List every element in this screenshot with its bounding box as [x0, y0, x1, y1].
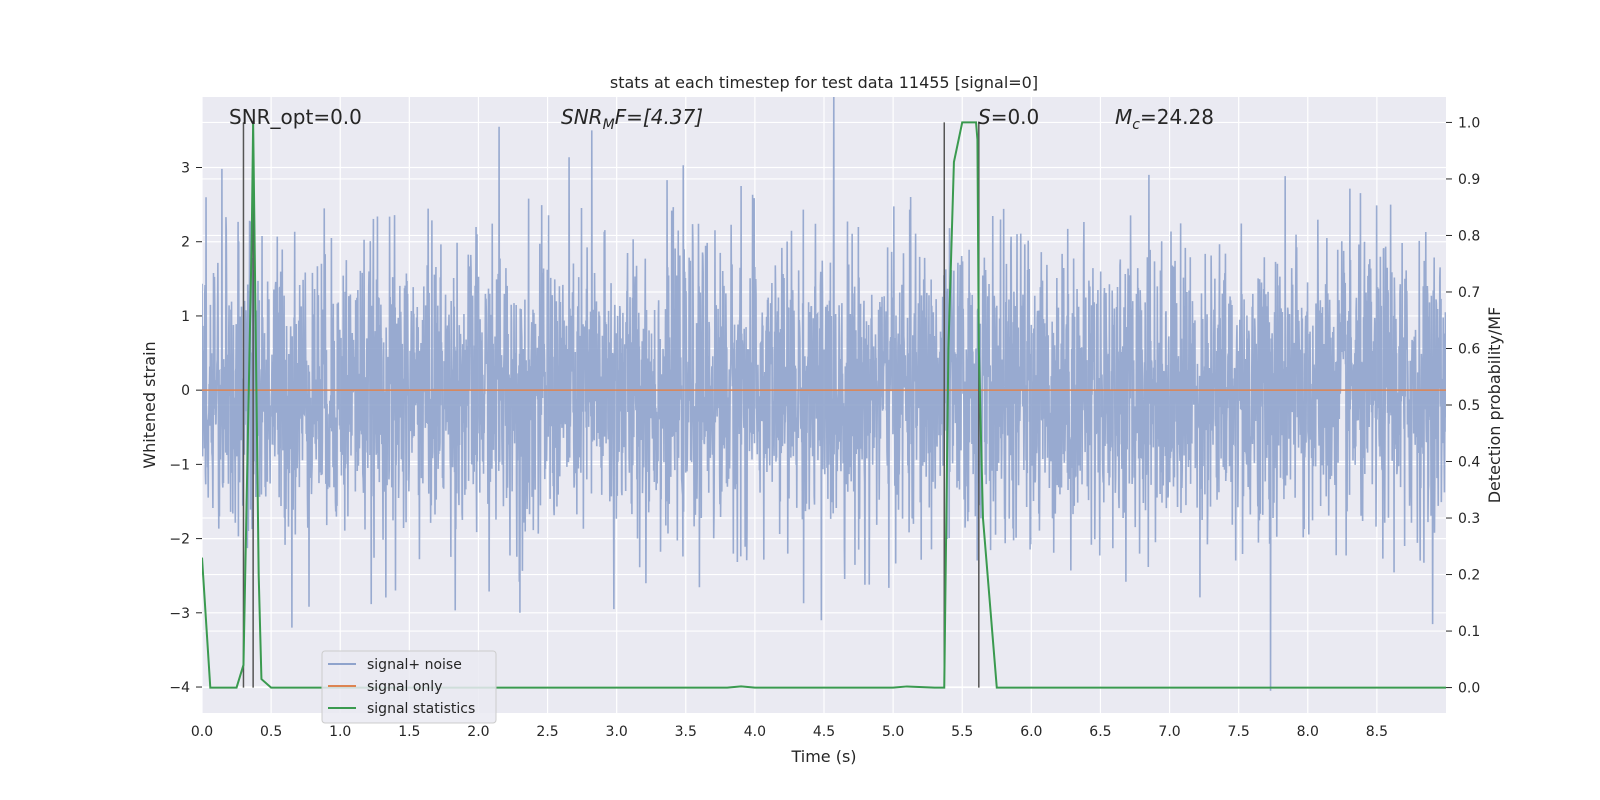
- x-tick-label: 0.0: [191, 724, 213, 740]
- y-left-tick-label: 2: [181, 235, 190, 251]
- y-right-tick-label: 0.4: [1458, 455, 1480, 471]
- legend-label-noise: signal+ noise: [367, 657, 462, 673]
- y-left-tick-label: −2: [169, 532, 190, 548]
- x-tick-label: 6.5: [1089, 724, 1111, 740]
- x-tick-label: 7.5: [1228, 724, 1250, 740]
- series-signal-plus-noise: [202, 97, 1446, 691]
- annotation-mc: Mc=24.28: [1115, 105, 1214, 133]
- y-right-tick-label: 1.0: [1458, 115, 1480, 131]
- y-right-tick-label: 0.8: [1458, 228, 1480, 244]
- y-left-tick-label: 1: [181, 309, 190, 325]
- x-tick-label: 2.0: [467, 724, 489, 740]
- x-tick-label: 0.5: [260, 724, 282, 740]
- y-right-tick-label: 0.9: [1458, 172, 1480, 188]
- y-right-axis-label: Detection probability/MF: [1485, 307, 1504, 504]
- legend-label-signal: signal only: [367, 679, 442, 695]
- x-tick-label: 3.5: [675, 724, 697, 740]
- y-right-tick-label: 0.6: [1458, 341, 1480, 357]
- y-right-tick-label: 0.3: [1458, 511, 1480, 527]
- y-left-axis-label: Whitened strain: [140, 341, 159, 468]
- legend-box: [321, 650, 497, 724]
- y-right-tick-label: 0.2: [1458, 568, 1480, 584]
- y-left-axis-ticks: 3 2 1 0 −1 −2 −3 −4: [169, 161, 202, 696]
- legend-label-stats: signal statistics: [367, 701, 475, 717]
- annotation-s: S=0.0: [978, 105, 1039, 129]
- y-right-axis-ticks: 1.0 0.9 0.8 0.7 0.6 0.5 0.4 0.3 0.2 0.1 0.0: [1446, 115, 1480, 697]
- x-tick-label: 4.5: [813, 724, 835, 740]
- x-tick-label: 5.0: [882, 724, 904, 740]
- x-tick-label: 1.5: [398, 724, 420, 740]
- stats-line: [202, 121, 1446, 689]
- y-left-tick-label: −3: [169, 606, 190, 622]
- y-right-tick-label: 0.0: [1458, 681, 1480, 697]
- series-signal-statistics: [202, 121, 1446, 689]
- y-left-tick-label: 3: [181, 161, 190, 177]
- chart-title: stats at each timestep for test data 114…: [610, 73, 1038, 92]
- x-tick-label: 7.0: [1158, 724, 1180, 740]
- noise-line: [202, 97, 1446, 691]
- legend: signal+ noise signal only signal statist…: [321, 650, 497, 724]
- y-left-tick-label: −1: [169, 457, 190, 473]
- x-axis-label: Time (s): [790, 747, 856, 766]
- x-tick-label: 3.0: [606, 724, 628, 740]
- x-tick-label: 8.0: [1297, 724, 1319, 740]
- y-right-tick-label: 0.7: [1458, 285, 1480, 301]
- x-tick-label: 8.5: [1366, 724, 1388, 740]
- x-tick-label: 5.5: [951, 724, 973, 740]
- x-tick-label: 6.0: [1020, 724, 1042, 740]
- x-tick-label: 2.5: [536, 724, 558, 740]
- y-right-tick-label: 0.5: [1458, 398, 1480, 414]
- annotation-snr-mf: SNRMF=[4.37]: [561, 105, 703, 133]
- x-axis-ticks: 0.0 0.5 1.0 1.5 2.0 2.5 3.0 3.5 4.0 4.5 5.0 5.5 6.0 6…: [191, 724, 1388, 740]
- y-left-tick-label: −4: [169, 680, 190, 696]
- x-tick-label: 4.0: [744, 724, 766, 740]
- y-right-tick-label: 0.1: [1458, 624, 1480, 640]
- annotation-snr-opt: SNR_opt=0.0: [229, 105, 362, 129]
- y-left-tick-label: 0: [181, 383, 190, 399]
- x-tick-label: 1.0: [329, 724, 351, 740]
